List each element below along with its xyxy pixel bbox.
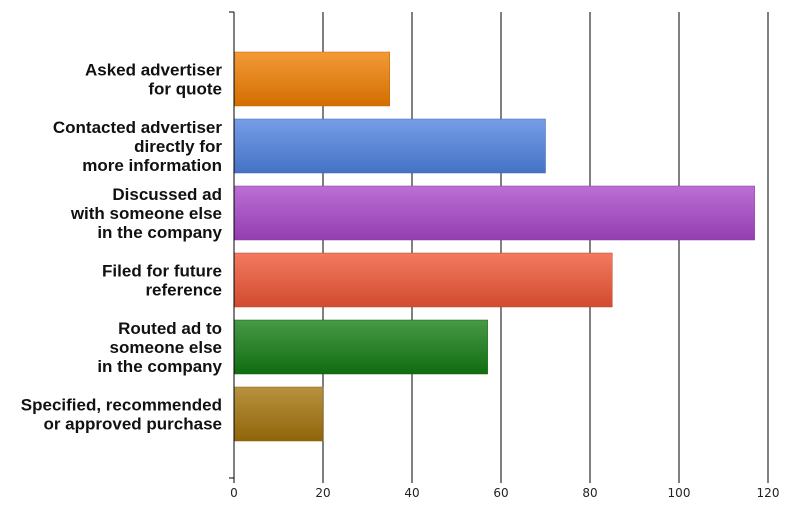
category-label-line: or approved purchase	[43, 415, 222, 434]
bars	[233, 51, 755, 442]
x-tick-label-100: 100	[668, 486, 691, 500]
category-label-line: Routed ad to	[118, 319, 222, 338]
category-label-line: reference	[145, 281, 222, 300]
category-label-line: more information	[82, 156, 222, 175]
category-label-line: in the company	[97, 357, 222, 376]
x-tick-label-0: 0	[230, 486, 238, 500]
category-label-line: Specified, recommended	[21, 396, 222, 415]
category-label-3: Filed for future reference	[102, 262, 222, 300]
bar-5	[233, 386, 324, 442]
category-label-0: Asked advertiser for quote	[85, 61, 222, 99]
category-label-2: Discussed ad with someone else in the comp…	[70, 185, 223, 242]
x-tick-labels: 0 20 40 60 80 100 120	[230, 486, 779, 500]
axes	[229, 11, 769, 483]
category-label-line: in the company	[97, 223, 222, 242]
x-tick-label-120: 120	[757, 486, 780, 500]
category-label-line: Asked advertiser	[85, 61, 222, 80]
x-tick-label-20: 20	[315, 486, 330, 500]
category-label-1: Contacted advertiser directly for more inf…	[53, 118, 223, 175]
bar-4	[233, 319, 488, 375]
category-label-line: for quote	[148, 80, 222, 99]
bar-3	[233, 252, 613, 308]
bar-0	[233, 51, 390, 107]
bar-1	[233, 118, 546, 174]
x-tick-label-60: 60	[493, 486, 508, 500]
category-label-line: Filed for future	[102, 262, 222, 281]
category-label-5: Specified, recommended or approved purcha…	[21, 396, 222, 434]
category-label-line: directly for	[134, 137, 222, 156]
bar-2	[233, 185, 755, 241]
category-label-line: someone else	[110, 338, 222, 357]
category-label-line: Discussed ad	[112, 185, 222, 204]
category-label-line: with someone else	[70, 204, 222, 223]
category-labels: Asked advertiser for quote Contacted adver…	[21, 61, 223, 434]
category-label-line: Contacted advertiser	[53, 118, 222, 137]
x-tick-label-40: 40	[404, 486, 419, 500]
category-label-4: Routed ad to someone else in the company	[97, 319, 222, 376]
x-tick-label-80: 80	[582, 486, 597, 500]
